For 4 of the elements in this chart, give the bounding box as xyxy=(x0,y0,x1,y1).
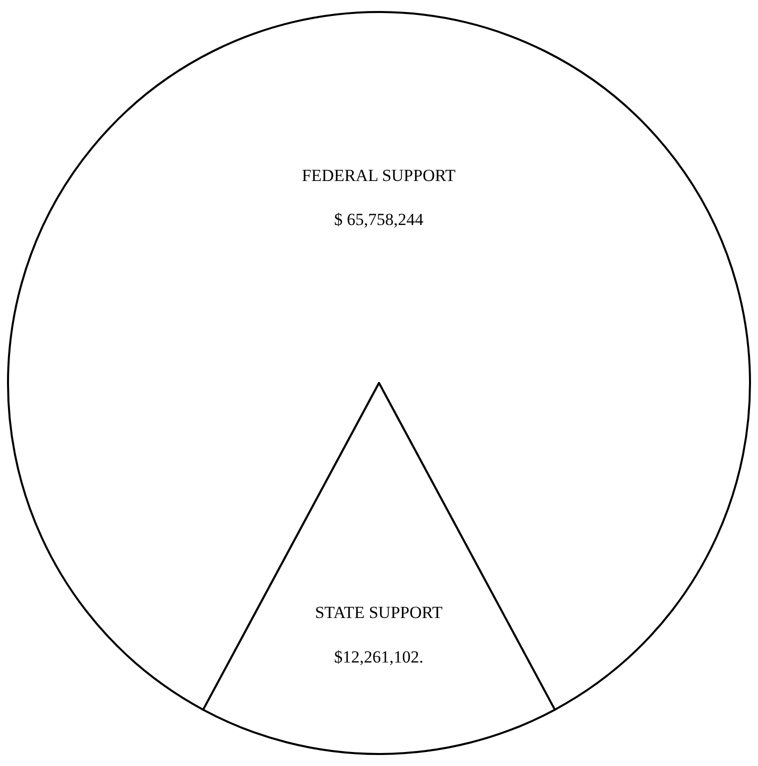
slice-label: FEDERAL SUPPORT xyxy=(302,166,456,185)
data-label: $12,261,102. xyxy=(334,647,424,666)
slice-label: STATE SUPPORT xyxy=(314,603,444,622)
data-label: $ 65,758,244 xyxy=(334,210,424,230)
